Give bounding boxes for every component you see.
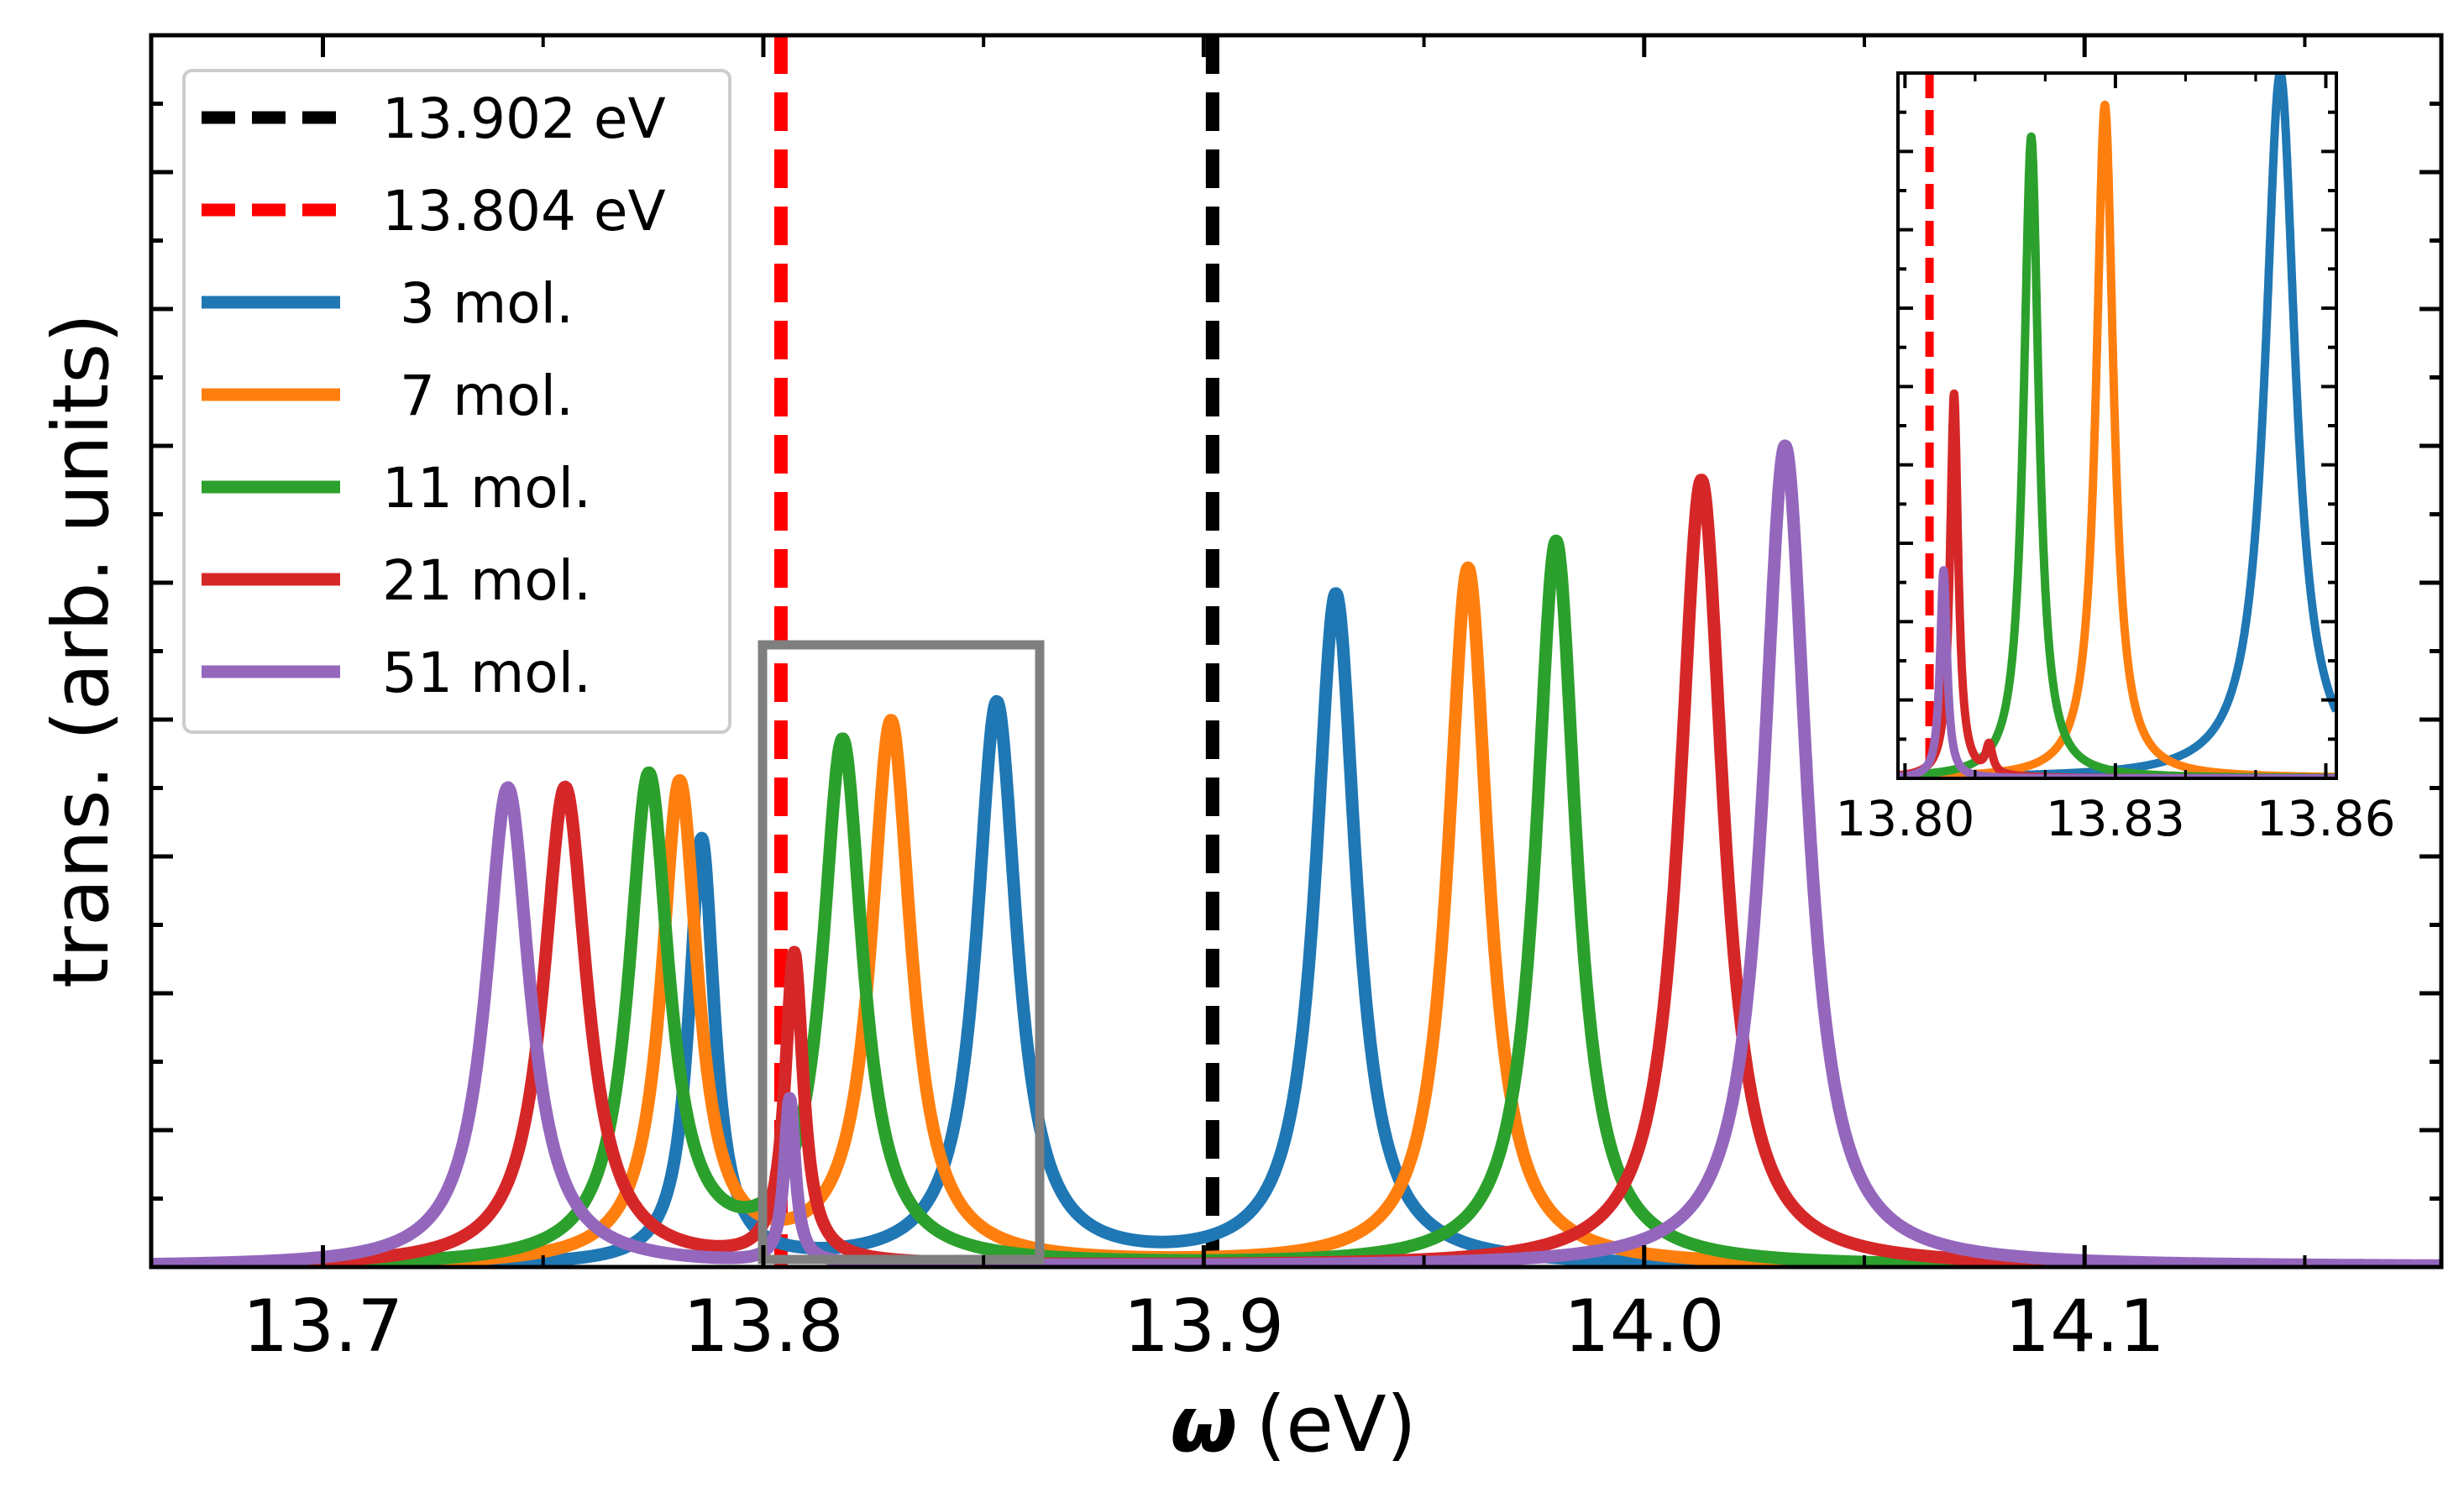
legend-item-7-mol: 7 mol. bbox=[202, 364, 574, 428]
reference-lines bbox=[773, 35, 1219, 1267]
inset-x-tick-label: 13.80 bbox=[1835, 790, 1974, 847]
x-tick-label: 14.0 bbox=[1564, 1285, 1724, 1369]
inset-x-tick-label: 13.83 bbox=[2046, 790, 2185, 847]
legend-item-51-mol: 51 mol. bbox=[202, 641, 591, 705]
legend-label: 13.804 eV bbox=[382, 179, 666, 243]
inset-plot: 13.80 13.83 13.86 bbox=[1835, 71, 2395, 847]
legend: 13.902 eV 13.804 eV 3 mol. 7 mol. 11 mol. 2… bbox=[182, 69, 731, 734]
x-tick-label: 14.1 bbox=[2004, 1285, 2164, 1369]
legend-label: 21 mol. bbox=[382, 548, 591, 613]
main-ticks bbox=[151, 33, 2441, 1267]
legend-box bbox=[182, 69, 731, 734]
legend-label: 11 mol. bbox=[382, 456, 591, 521]
inset-tick-labels: 13.80 13.83 13.86 bbox=[1835, 790, 2395, 847]
legend-item-3-mol: 3 mol. bbox=[202, 271, 574, 336]
zoom-box bbox=[758, 640, 1045, 1264]
x-tick-label: 13.9 bbox=[1124, 1285, 1284, 1369]
legend-item-13-804-ev: 13.804 eV bbox=[202, 179, 666, 243]
x-tick-label: 13.8 bbox=[683, 1285, 843, 1369]
legend-label: 3 mol. bbox=[382, 271, 574, 336]
legend-item-21-mol: 21 mol. bbox=[202, 548, 591, 613]
series-51-mol bbox=[151, 439, 2441, 1267]
x-axis-label: ω (eV) bbox=[1170, 1380, 1416, 1469]
legend-label: 13.902 eV bbox=[382, 86, 666, 151]
legend-label: 7 mol. bbox=[382, 364, 574, 428]
inset-x-tick-label: 13.86 bbox=[2256, 790, 2395, 847]
legend-item-13-902-ev: 13.902 eV bbox=[202, 86, 666, 151]
legend-label: 51 mol. bbox=[382, 641, 591, 705]
y-axis-label: trans. (arb. units) bbox=[36, 313, 126, 988]
x-tick-label: 13.7 bbox=[243, 1285, 403, 1369]
inset-ticks bbox=[1898, 71, 2336, 778]
legend-item-11-mol: 11 mol. bbox=[202, 456, 591, 521]
main-tick-labels: 13.7 13.8 13.9 14.0 14.1 bbox=[243, 1285, 2165, 1369]
